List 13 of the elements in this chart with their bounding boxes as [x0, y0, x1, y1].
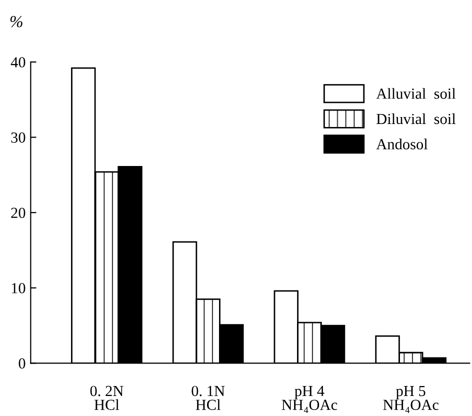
- legend-label: Diluvial soil: [376, 113, 456, 124]
- legend-label: Alluvial soil: [376, 88, 456, 99]
- y-tick-label: 40: [10, 57, 26, 68]
- y-tick-label: 0: [18, 358, 26, 369]
- y-tick-label: 30: [11, 132, 26, 143]
- x-tick-label: 0. 1N HCl: [192, 386, 225, 410]
- legend-label: Andosol: [376, 138, 428, 150]
- x-tick-label: pH 5 NH₄OAc: [383, 386, 438, 413]
- x-tick-label: pH 4 NH₄OAc: [282, 386, 338, 413]
- x-tick-label: 0. 2N HCl: [90, 386, 124, 410]
- y-tick-label: 20: [11, 208, 26, 218]
- y-axis-title: %: [10, 16, 22, 28]
- y-tick-label: 10: [12, 283, 26, 294]
